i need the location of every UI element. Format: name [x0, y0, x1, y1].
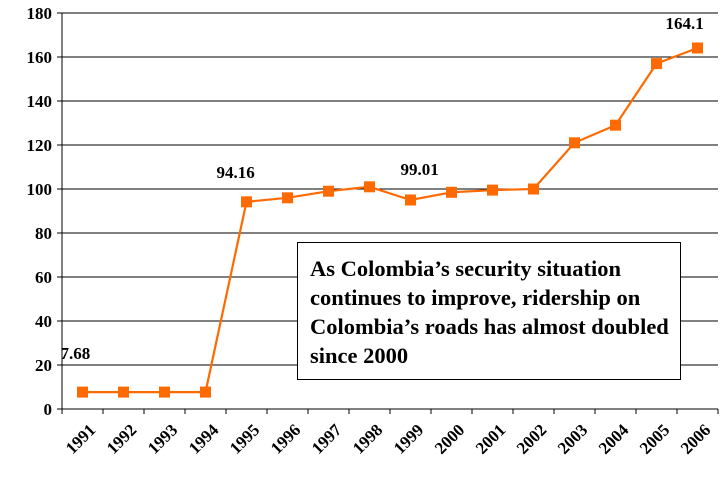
data-point-marker	[569, 137, 580, 149]
annotation-box: As Colombia’s security situation continu…	[297, 242, 681, 380]
y-tick-label: 80	[35, 224, 52, 243]
x-tick-label: 1994	[185, 420, 223, 458]
data-label: 7.68	[61, 344, 91, 363]
x-tick-label: 1997	[308, 420, 346, 458]
axes	[57, 12, 719, 414]
data-point-marker	[323, 185, 334, 197]
y-tick-label: 40	[35, 312, 52, 331]
x-tick-label: 2006	[677, 420, 714, 457]
x-tick-label: 2005	[636, 420, 673, 457]
x-tick-label: 2001	[472, 420, 509, 457]
y-tick-label: 180	[27, 4, 53, 23]
data-point-marker	[610, 119, 621, 131]
data-point-marker	[405, 194, 416, 206]
series-line	[82, 46, 698, 394]
x-tick-label: 2000	[431, 420, 468, 457]
y-tick-label: 160	[27, 48, 53, 67]
data-labels: 7.68 94.16 99.01 164.1	[61, 14, 704, 363]
data-point-marker	[446, 186, 457, 198]
x-tick-label: 1991	[62, 420, 99, 457]
y-tick-label: 60	[35, 268, 52, 287]
series-markers	[77, 42, 703, 398]
data-label: 99.01	[401, 160, 439, 179]
x-tick-label: 1999	[390, 420, 427, 457]
data-point-marker	[282, 192, 293, 204]
data-point-marker	[77, 386, 88, 398]
data-point-marker	[692, 42, 703, 54]
x-tick-label: 1993	[144, 420, 181, 457]
data-point-marker	[159, 386, 170, 398]
x-tick-label: 2004	[595, 420, 633, 458]
y-tick-label: 120	[27, 136, 53, 155]
y-tick-label: 100	[27, 180, 53, 199]
data-point-marker	[364, 181, 375, 193]
data-label: 164.1	[666, 14, 704, 33]
x-tick-label: 1995	[226, 420, 263, 457]
x-tick-label: 1992	[103, 420, 140, 457]
data-point-marker	[241, 196, 252, 208]
y-tick-label: 140	[27, 92, 53, 111]
data-label: 94.16	[217, 163, 255, 182]
data-point-marker	[200, 386, 211, 398]
series-line	[82, 46, 698, 394]
x-axis-ticks: 1991 1992 1993 1994 1995 1996 1997 1998 1999 2000…	[62, 420, 714, 458]
x-tick-label: 1998	[349, 420, 386, 457]
y-tick-label: 20	[35, 356, 52, 375]
data-point-marker	[487, 184, 498, 196]
gridlines	[62, 12, 718, 366]
data-point-marker	[528, 183, 539, 195]
x-tick-label: 1996	[267, 420, 304, 457]
y-tick-label: 0	[44, 400, 53, 419]
x-tick-label: 2002	[513, 420, 550, 457]
data-point-marker	[651, 58, 662, 70]
y-axis-ticks: 0 20 40 60 80 100 120 140 160 180	[27, 4, 53, 419]
x-tick-label: 2003	[554, 420, 591, 457]
data-point-marker	[118, 386, 129, 398]
